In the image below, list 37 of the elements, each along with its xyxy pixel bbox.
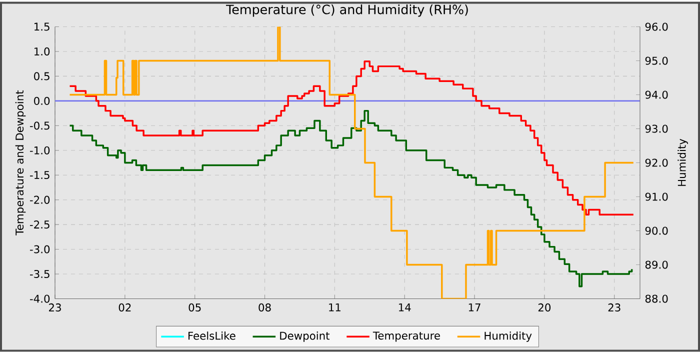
y-tick-label: -1.0 — [30, 146, 50, 155]
x-tick-label: 08 — [258, 304, 271, 312]
x-tick-label: 23 — [48, 304, 61, 312]
y-tick-label: 1.5 — [34, 22, 50, 31]
x-tick-label: 14 — [398, 304, 411, 312]
y2-tick-label: 90.0 — [645, 226, 668, 235]
y-axis-title: Temperature and Dewpoint — [15, 90, 26, 236]
y-tick-label: -2.5 — [30, 220, 50, 229]
y-tick-label: 1.0 — [34, 48, 50, 56]
y-tick-label: -3.5 — [30, 270, 50, 278]
x-tick-label: 20 — [538, 304, 551, 312]
legend-label: Dewpoint — [280, 332, 330, 342]
y-tick-label: -2.0 — [30, 196, 50, 204]
y-tick-label: -4.0 — [30, 294, 50, 303]
chart-title: Temperature (°C) and Humidity (RH%) — [226, 4, 468, 17]
x-tick-label: 11 — [329, 304, 340, 312]
y2-tick-label: 93.0 — [645, 124, 668, 133]
x-tick-label: 02 — [118, 304, 131, 312]
y-tick-label: 0.0 — [34, 97, 50, 106]
x-tick-label: 17 — [468, 304, 480, 312]
y2-tick-label: 92.0 — [645, 158, 668, 167]
y-tick-label: 0.5 — [34, 72, 50, 80]
legend-label: FeelsLike — [188, 332, 236, 340]
x-tick-label: 23 — [608, 304, 620, 312]
y-tick-label: -3.0 — [30, 245, 50, 254]
y2-tick-label: 95.0 — [645, 56, 668, 65]
legend-label: Humidity — [484, 332, 532, 342]
y2-axis-title: Humidity — [678, 138, 688, 186]
y2-tick-label: 89.0 — [645, 260, 668, 269]
y2-tick-label: 96.0 — [645, 22, 668, 31]
x-tick-label: 05 — [188, 304, 201, 312]
y2-tick-label: 88.0 — [645, 294, 668, 303]
y2-tick-label: 94.0 — [645, 90, 668, 99]
y2-tick-label: 91.0 — [645, 192, 668, 201]
legend-label: Temperature — [372, 332, 440, 342]
y-tick-label: -1.5 — [30, 171, 50, 180]
y-tick-label: -0.5 — [30, 122, 50, 130]
